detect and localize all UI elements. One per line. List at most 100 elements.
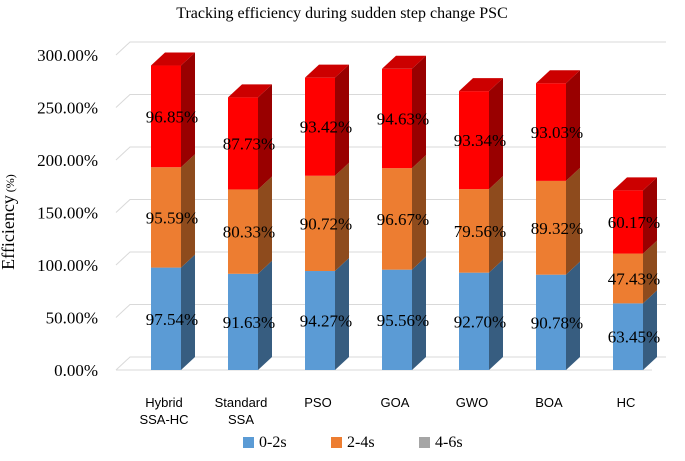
bar-front (305, 77, 335, 176)
data-label: 63.45% (608, 328, 660, 347)
bar-front (536, 274, 566, 370)
y-axis-label: Efficiency (%) (0, 174, 18, 270)
y-tick-label: 50.00% (46, 309, 98, 328)
bars (151, 52, 657, 370)
data-label: 94.63% (377, 109, 429, 128)
bar-top (228, 84, 272, 98)
data-label: 90.78% (531, 313, 583, 332)
bar-top (459, 78, 503, 92)
legend-label: 2-4s (347, 434, 375, 451)
bar-side (335, 258, 349, 370)
bar-side (643, 290, 657, 370)
bar-side (335, 64, 349, 176)
bar-front (459, 189, 489, 273)
bar-side (566, 167, 580, 275)
x-axis-ticks: Hybrid SSA-HC Standard SSA PSO GOA GWO BOA HC (139, 395, 635, 427)
data-label: 89.32% (531, 219, 583, 238)
bar-side (258, 260, 272, 370)
y-tick-label: 100.00% (37, 256, 98, 275)
x-tick-label: SSA (228, 412, 254, 427)
y-axis-ticks: 0.00% 50.00% 100.00% 150.00% 200.00% 250.00% 3… (37, 46, 98, 380)
data-label: 95.59% (146, 208, 198, 227)
bar-front (151, 167, 181, 268)
x-tick-label: Hybrid (145, 395, 183, 410)
x-tick-label: BOA (535, 395, 563, 410)
legend-swatch (243, 437, 254, 448)
y-axis-label-unit: (%) (3, 174, 17, 192)
bar-side (643, 177, 657, 254)
legend-label: 0-2s (259, 434, 287, 451)
bar-front (305, 175, 335, 272)
data-label: 47.43% (608, 269, 660, 288)
bar-front (228, 97, 258, 190)
bar-front (536, 83, 566, 181)
x-tick-label: PSO (304, 395, 331, 410)
bar-side (412, 256, 426, 370)
bar-side (258, 176, 272, 274)
bar-side (489, 259, 503, 370)
data-label: 87.73% (223, 134, 275, 153)
data-label: 96.67% (377, 210, 429, 229)
bar-side (181, 52, 195, 168)
data-label: 91.63% (223, 313, 275, 332)
bar-front (382, 269, 412, 370)
data-label: 80.33% (223, 223, 275, 242)
x-tick-label: GWO (456, 395, 489, 410)
bar-side (412, 55, 426, 169)
bar-front (151, 65, 181, 168)
data-label: 93.34% (454, 131, 506, 150)
bar-top (613, 177, 657, 191)
legend: 0-2s 2-4s 4-6s (243, 434, 463, 451)
bar-front (151, 267, 181, 370)
bar-side (566, 261, 580, 370)
bar-front (459, 91, 489, 190)
chart-title: Tracking efficiency during sudden step c… (176, 5, 508, 22)
bar-top (151, 52, 195, 66)
bar-front (228, 189, 258, 274)
data-label: 90.72% (300, 214, 352, 233)
y-tick-label: 200.00% (37, 151, 98, 170)
y-tick-label: 300.00% (37, 46, 98, 65)
bar-front (613, 190, 643, 254)
bar-top (382, 55, 426, 69)
data-label: 93.03% (531, 123, 583, 142)
bar-front (613, 253, 643, 304)
bar-side (258, 84, 272, 190)
data-label: 79.56% (454, 222, 506, 241)
bar-front (305, 271, 335, 370)
data-label: 60.17% (608, 213, 660, 232)
data-label: 95.56% (377, 311, 429, 330)
data-label: 94.27% (300, 312, 352, 331)
bar-front (536, 180, 566, 275)
bar-side (335, 162, 349, 272)
data-label: 93.42% (300, 118, 352, 137)
bar-side (412, 155, 426, 270)
bar-side (566, 70, 580, 181)
y-axis-label-text: Efficiency (0, 195, 18, 270)
x-tick-label: Standard (215, 395, 268, 410)
legend-swatch (331, 437, 342, 448)
bar-top (536, 70, 580, 84)
bar-side (181, 154, 195, 268)
bar-front (228, 273, 258, 370)
bar-side (643, 240, 657, 304)
data-label: 92.70% (454, 312, 506, 331)
x-tick-label: GOA (381, 395, 410, 410)
x-tick-label: HC (617, 395, 636, 410)
data-label: 97.54% (146, 310, 198, 329)
bar-side (489, 176, 503, 273)
bar-front (613, 303, 643, 370)
x-tick-label: SSA-HC (139, 412, 188, 427)
legend-swatch (419, 437, 430, 448)
bar-front (382, 68, 412, 169)
legend-label: 4-6s (435, 434, 463, 451)
gridline (115, 41, 666, 56)
y-tick-label: 150.00% (37, 204, 98, 223)
bar-front (382, 168, 412, 270)
bar-side (181, 254, 195, 370)
data-label: 96.85% (146, 107, 198, 126)
bar-front (459, 272, 489, 370)
bar-top (305, 64, 349, 78)
gridlines (115, 41, 666, 371)
